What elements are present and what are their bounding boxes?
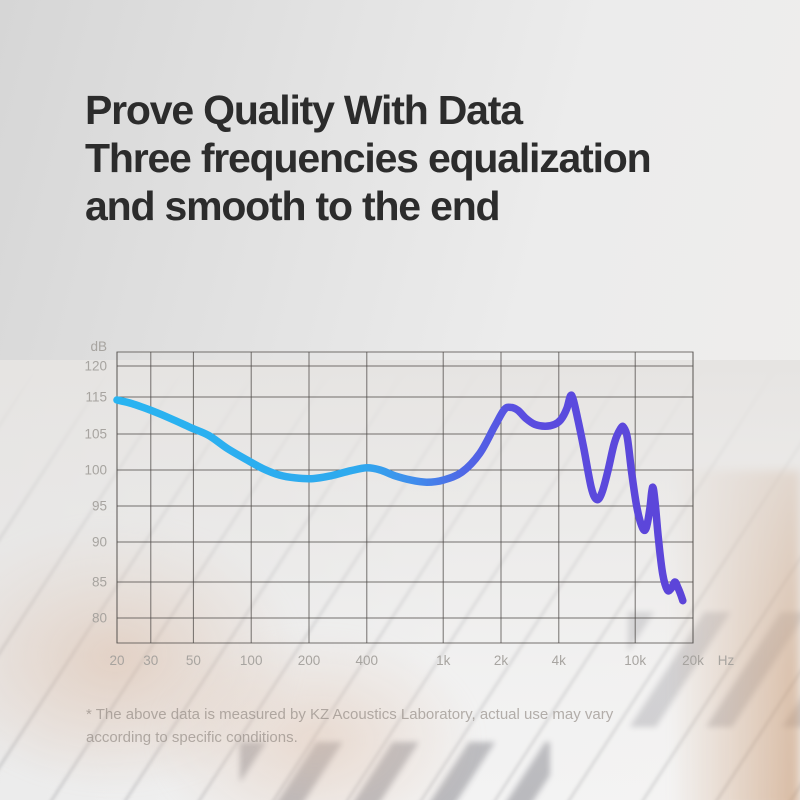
axis-tick-labels: dB 120 115 105 100 95 90 85 80 20 30 50 100 200 400 1k 2…	[84, 339, 734, 668]
y-tick-label: 80	[92, 611, 107, 626]
y-tick-label: 85	[92, 575, 107, 590]
x-tick-label: 50	[186, 653, 201, 668]
y-tick-label: 95	[92, 499, 107, 514]
y-tick-label: 120	[84, 359, 107, 374]
headline-line: Prove Quality With Data	[85, 87, 523, 133]
footnote-line: according to specific conditions.	[86, 729, 298, 746]
x-tick-label: 30	[143, 653, 158, 668]
x-tick-label: 200	[298, 653, 321, 668]
x-tick-label: 4k	[552, 653, 567, 668]
headline-line: Three frequencies equalization	[85, 135, 652, 181]
x-tick-label: 100	[240, 653, 263, 668]
x-tick-label: 20k	[682, 653, 704, 668]
footnote-line: * The above data is measured by KZ Acous…	[86, 706, 614, 723]
y-tick-label: 100	[84, 463, 107, 478]
y-axis-unit-label: dB	[90, 339, 107, 354]
x-tick-label: 1k	[436, 653, 451, 668]
x-tick-label: 2k	[494, 653, 509, 668]
x-tick-label: 20	[109, 653, 124, 668]
x-tick-label: 400	[356, 653, 379, 668]
headline: Prove Quality With Data Three frequencie…	[85, 86, 652, 230]
y-tick-label: 90	[92, 535, 107, 550]
x-tick-label: 10k	[624, 653, 646, 668]
y-tick-label: 105	[84, 427, 107, 442]
headline-line: and smooth to the end	[85, 183, 501, 229]
response-curve	[113, 391, 687, 605]
y-tick-label: 115	[85, 390, 107, 405]
x-axis-unit-label: Hz	[718, 653, 735, 668]
grid-lines	[116, 351, 694, 644]
disclaimer-footnote: * The above data is measured by KZ Acous…	[86, 703, 613, 749]
